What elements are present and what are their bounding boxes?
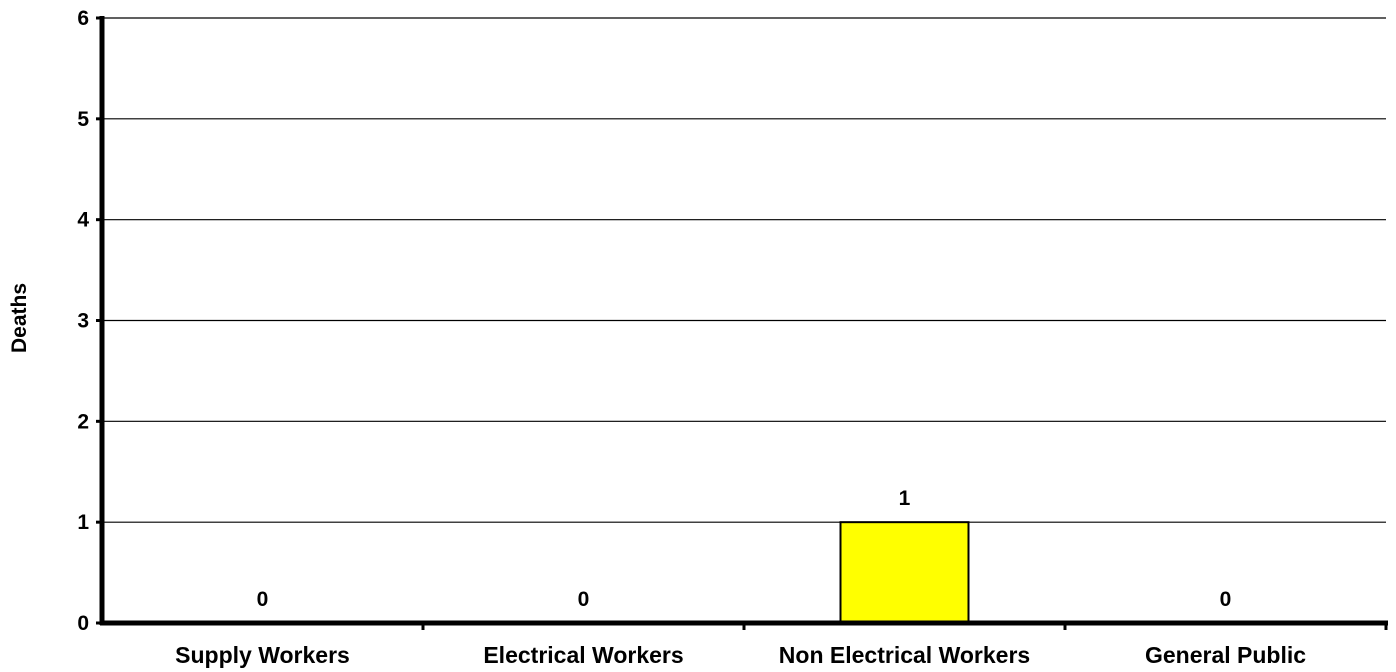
data-label: 0 — [578, 588, 590, 611]
data-labels: 0 0 1 0 — [257, 487, 1232, 611]
data-label: 0 — [257, 588, 269, 611]
x-category-labels: Supply Workers Electrical Workers Non Elec… — [175, 642, 1306, 668]
y-tick-label: 5 — [77, 108, 89, 131]
x-category-label: Supply Workers — [175, 642, 350, 668]
x-category-label: Non Electrical Workers — [779, 642, 1030, 668]
gridlines — [102, 17, 1386, 523]
y-axis-title: Deaths — [8, 283, 31, 353]
data-label: 1 — [899, 487, 911, 510]
y-tick-label: 2 — [77, 410, 89, 433]
y-tick-label: 0 — [77, 612, 89, 635]
bars — [839, 521, 970, 625]
y-tick-label: 3 — [77, 310, 89, 333]
bar — [839, 521, 970, 625]
x-category-label: General Public — [1145, 642, 1306, 668]
x-category-label: Electrical Workers — [483, 642, 683, 668]
y-tick-label: 6 — [77, 7, 89, 30]
y-tick-labels: 0 1 2 3 4 5 6 — [77, 7, 89, 635]
axes — [96, 16, 1388, 630]
y-tick-label: 4 — [77, 209, 89, 232]
data-label: 0 — [1220, 588, 1232, 611]
y-tick-label: 1 — [77, 511, 89, 534]
